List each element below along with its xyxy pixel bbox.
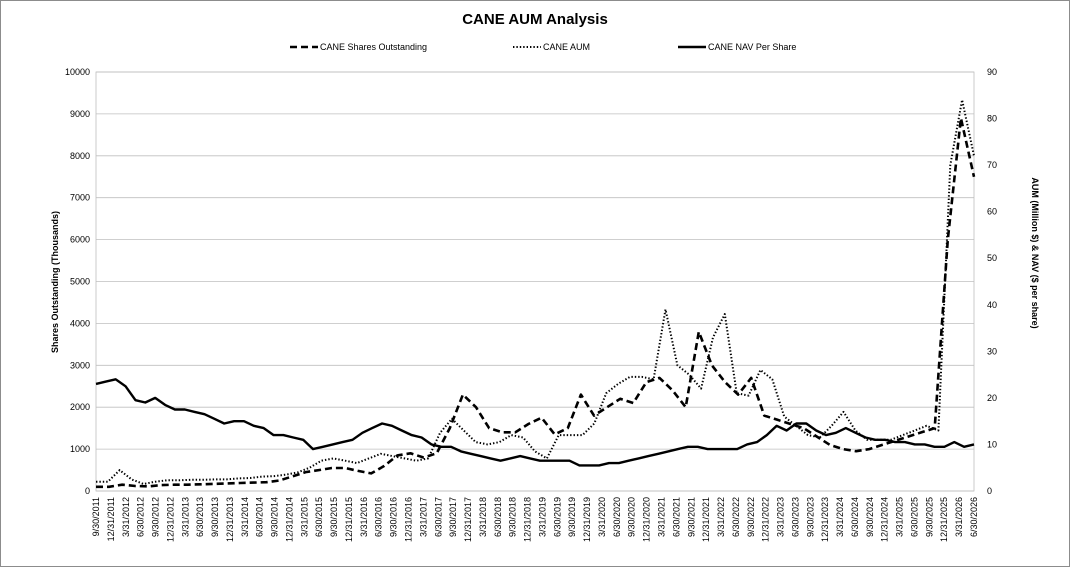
legend-label: CANE Shares Outstanding bbox=[320, 42, 427, 52]
x-tick-label: 12/31/2018 bbox=[523, 497, 533, 542]
series-layer bbox=[95, 98, 976, 489]
left-axis-ticks: 0 1000 2000 3000 4000 5000 6000 7000 8000 9000 100… bbox=[65, 67, 90, 496]
x-tick-label: 9/30/2022 bbox=[746, 497, 756, 537]
x-tick-label: 12/31/2023 bbox=[820, 497, 830, 542]
x-tick-label: 12/31/2021 bbox=[701, 497, 711, 542]
x-tick-label: 6/30/2022 bbox=[731, 497, 741, 537]
left-tick-label: 1000 bbox=[70, 444, 90, 454]
x-tick-label: 3/31/2022 bbox=[716, 497, 726, 537]
gridlines bbox=[95, 71, 975, 492]
left-tick-label: 2000 bbox=[70, 402, 90, 412]
x-tick-label: 9/30/2018 bbox=[508, 497, 518, 537]
x-tick-label: 9/30/2024 bbox=[865, 497, 875, 537]
right-tick-label: 80 bbox=[987, 114, 997, 124]
x-tick-label: 9/30/2012 bbox=[151, 497, 161, 537]
x-tick-label: 6/30/2018 bbox=[493, 497, 503, 537]
plot-area-border bbox=[95, 71, 975, 492]
x-tick-label: 6/30/2021 bbox=[671, 497, 681, 537]
legend: CANE Shares Outstanding CANE AUM CANE NAV … bbox=[290, 42, 796, 52]
x-tick-label: 9/30/2011 bbox=[91, 497, 101, 536]
x-tick-label: 12/31/2019 bbox=[582, 497, 592, 542]
x-tick-label: 6/30/2024 bbox=[850, 497, 860, 537]
x-tick-label: 6/30/2026 bbox=[969, 497, 979, 537]
x-tick-label: 3/31/2020 bbox=[597, 497, 607, 537]
x-tick-label: 9/30/2015 bbox=[329, 497, 339, 537]
x-tick-label: 3/31/2018 bbox=[478, 497, 488, 537]
x-tick-label: 9/30/2016 bbox=[389, 497, 399, 537]
left-tick-label: 10000 bbox=[65, 67, 90, 77]
left-tick-label: 0 bbox=[85, 486, 90, 496]
x-tick-label: 12/31/2025 bbox=[939, 497, 949, 542]
x-tick-label: 9/30/2020 bbox=[627, 497, 637, 537]
left-tick-label: 4000 bbox=[70, 318, 90, 328]
x-tick-label: 6/30/2025 bbox=[909, 497, 919, 537]
x-axis-ticks: 9/30/2011 12/31/2011 3/31/2012 6/30/2012 9/3… bbox=[91, 497, 979, 542]
right-tick-label: 20 bbox=[987, 393, 997, 403]
x-tick-label: 9/30/2017 bbox=[448, 497, 458, 537]
chart-title: CANE AUM Analysis bbox=[462, 11, 608, 28]
x-tick-label: 12/31/2013 bbox=[225, 497, 235, 542]
x-tick-label: 12/31/2020 bbox=[642, 497, 652, 542]
series-line-cane-shares-outstanding bbox=[96, 116, 976, 489]
right-tick-label: 70 bbox=[987, 160, 997, 170]
x-tick-label: 12/31/2012 bbox=[165, 497, 175, 542]
right-tick-label: 50 bbox=[987, 253, 997, 263]
right-tick-label: 30 bbox=[987, 346, 997, 356]
series-line-cane-aum bbox=[96, 98, 975, 485]
right-tick-label: 0 bbox=[987, 486, 992, 496]
right-tick-label: 90 bbox=[987, 67, 997, 77]
x-tick-label: 3/31/2014 bbox=[240, 497, 250, 537]
series-line-cane-nav-per-share bbox=[95, 378, 975, 467]
x-tick-label: 9/30/2025 bbox=[924, 497, 934, 537]
left-tick-label: 8000 bbox=[70, 151, 90, 161]
x-tick-label: 3/31/2015 bbox=[299, 497, 309, 537]
x-tick-label: 3/31/2017 bbox=[418, 497, 428, 537]
x-tick-label: 6/30/2014 bbox=[255, 497, 265, 537]
x-tick-label: 12/31/2017 bbox=[463, 497, 473, 542]
left-tick-label: 9000 bbox=[70, 109, 90, 119]
x-tick-label: 3/31/2026 bbox=[954, 497, 964, 537]
right-tick-label: 40 bbox=[987, 300, 997, 310]
x-tick-label: 6/30/2013 bbox=[195, 497, 205, 537]
x-tick-label: 6/30/2020 bbox=[612, 497, 622, 537]
x-tick-label: 3/31/2016 bbox=[359, 497, 369, 537]
x-tick-label: 6/30/2017 bbox=[433, 497, 443, 537]
right-axis-title: AUM (Million $) & NAV ($ per share) bbox=[1030, 177, 1040, 328]
x-tick-label: 12/31/2022 bbox=[761, 497, 771, 542]
x-tick-label: 3/31/2013 bbox=[180, 497, 190, 537]
x-tick-label: 3/31/2024 bbox=[835, 497, 845, 537]
x-tick-label: 6/30/2015 bbox=[314, 497, 324, 537]
x-tick-label: 12/31/2014 bbox=[284, 497, 294, 542]
x-tick-label: 12/31/2011 bbox=[106, 497, 116, 541]
x-tick-label: 9/30/2013 bbox=[210, 497, 220, 537]
x-tick-label: 9/30/2021 bbox=[686, 497, 696, 537]
x-tick-label: 9/30/2019 bbox=[567, 497, 577, 537]
x-tick-label: 3/31/2023 bbox=[776, 497, 786, 537]
left-tick-label: 5000 bbox=[70, 277, 90, 287]
right-tick-label: 10 bbox=[987, 439, 997, 449]
x-tick-label: 6/30/2023 bbox=[790, 497, 800, 537]
x-tick-label: 12/31/2015 bbox=[344, 497, 354, 542]
left-axis-title: Shares Outstanding (Thousands) bbox=[50, 211, 60, 353]
x-tick-label: 9/30/2023 bbox=[805, 497, 815, 537]
x-tick-label: 3/31/2019 bbox=[537, 497, 547, 537]
x-tick-label: 3/31/2021 bbox=[656, 497, 666, 537]
x-tick-label: 3/31/2025 bbox=[895, 497, 905, 537]
left-tick-label: 6000 bbox=[70, 235, 90, 245]
left-tick-label: 3000 bbox=[70, 360, 90, 370]
x-tick-label: 6/30/2019 bbox=[552, 497, 562, 537]
x-tick-label: 6/30/2012 bbox=[136, 497, 146, 537]
right-tick-label: 60 bbox=[987, 207, 997, 217]
left-tick-label: 7000 bbox=[70, 193, 90, 203]
right-axis-ticks: 0 10 20 30 40 50 60 70 80 90 bbox=[987, 67, 997, 496]
legend-label: CANE AUM bbox=[543, 42, 590, 52]
x-tick-label: 6/30/2016 bbox=[374, 497, 384, 537]
x-tick-label: 12/31/2016 bbox=[404, 497, 414, 542]
x-tick-label: 12/31/2024 bbox=[880, 497, 890, 542]
x-tick-label: 9/30/2014 bbox=[270, 497, 280, 537]
x-tick-label: 3/31/2012 bbox=[121, 497, 131, 537]
legend-label: CANE NAV Per Share bbox=[708, 42, 796, 52]
